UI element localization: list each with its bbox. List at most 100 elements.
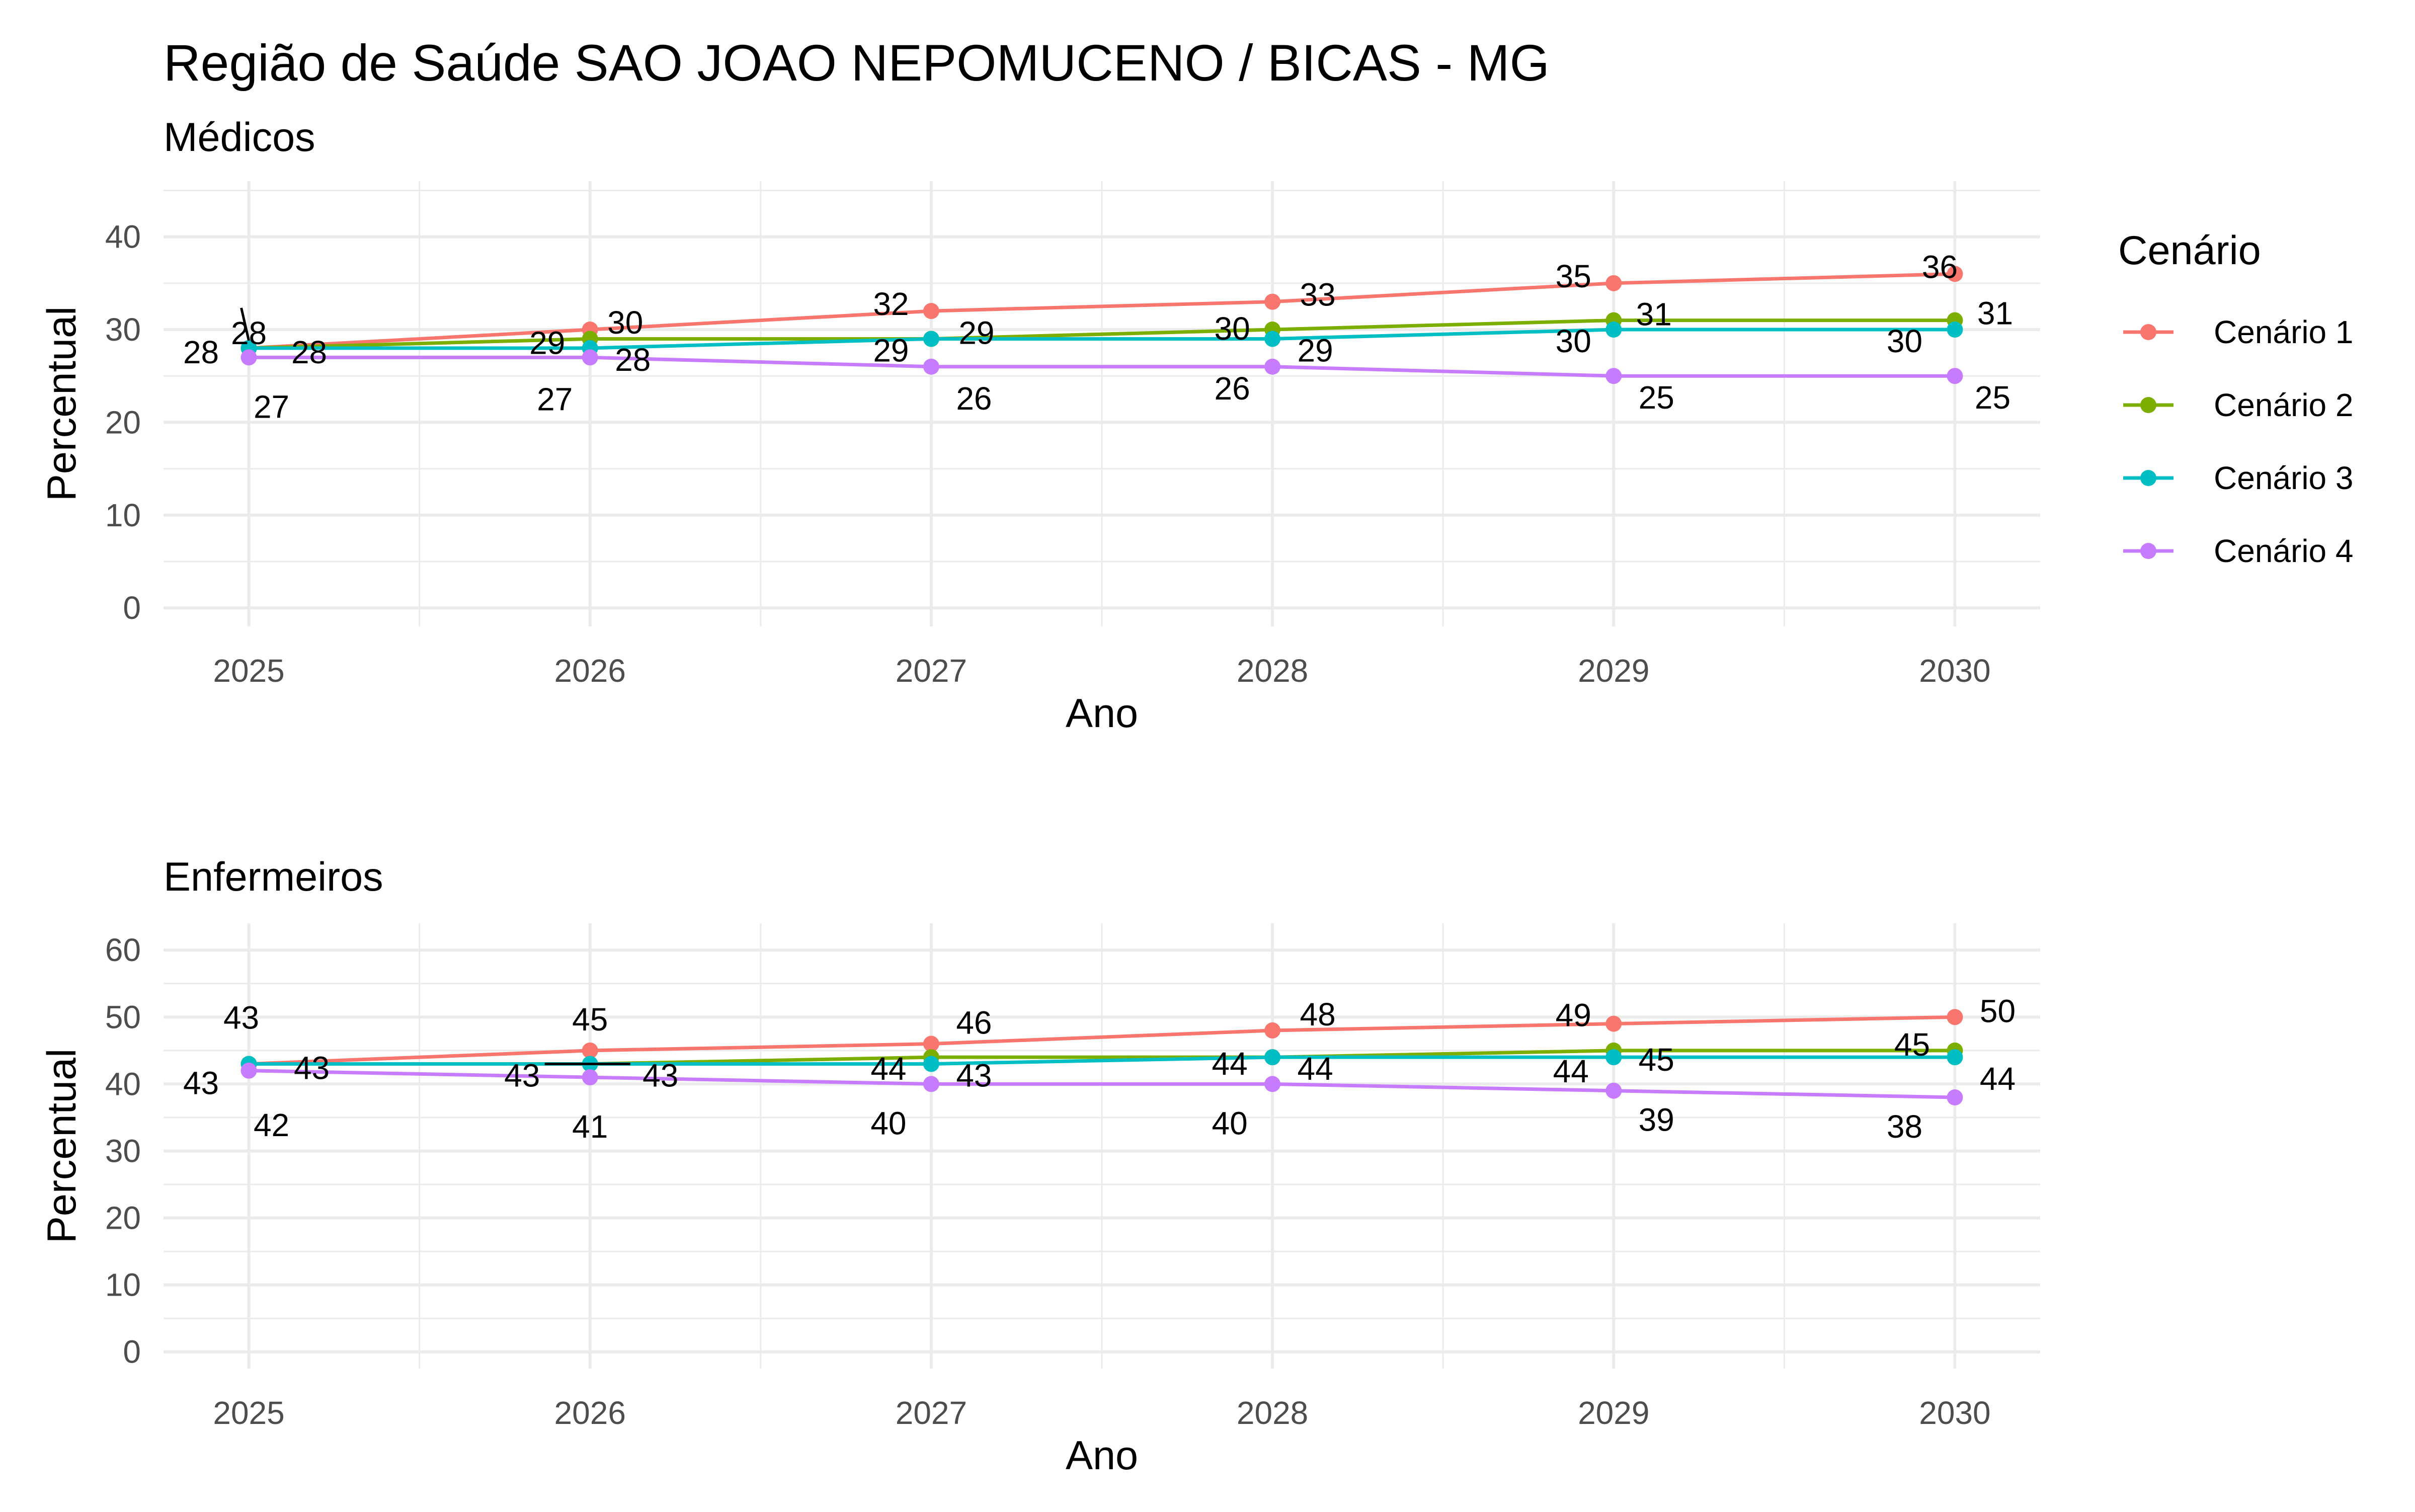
data-point [582, 1069, 598, 1086]
data-label: 31 [1636, 296, 1672, 333]
data-point [923, 1076, 939, 1092]
data-point [582, 349, 598, 366]
data-label: 43 [294, 1050, 330, 1086]
series-line [249, 319, 1955, 350]
data-label: 26 [1214, 370, 1250, 407]
data-label: 40 [870, 1105, 906, 1141]
y-axis-title: Percentual [39, 306, 85, 501]
data-label: 33 [1300, 277, 1335, 313]
x-tick-label: 2027 [896, 653, 967, 689]
data-point [1947, 1089, 1963, 1106]
data-label: 27 [537, 381, 573, 417]
data-point [240, 1062, 257, 1079]
y-tick-label: 40 [105, 219, 141, 255]
data-label: 40 [1212, 1105, 1247, 1141]
data-point [1264, 293, 1281, 310]
data-point [1264, 1076, 1281, 1092]
series-line [249, 328, 1955, 350]
y-tick-label: 30 [105, 311, 141, 348]
data-point [923, 1056, 939, 1072]
data-label: 29 [1297, 332, 1333, 368]
data-label: 41 [572, 1108, 608, 1145]
data-label: 28 [183, 334, 219, 370]
data-label: 43 [956, 1057, 992, 1093]
data-label: 36 [1922, 249, 1958, 285]
data-point [923, 358, 939, 375]
data-label: 30 [1214, 310, 1250, 347]
data-point [240, 349, 257, 366]
x-axis-title: Ano [1066, 1433, 1138, 1478]
x-tick-label: 2030 [1919, 1395, 1990, 1431]
y-tick-label: 20 [105, 404, 141, 440]
data-label: 43 [504, 1057, 540, 1093]
y-tick-label: 60 [105, 932, 141, 968]
legend-key-point [2140, 397, 2156, 413]
y-tick-label: 40 [105, 1066, 141, 1102]
data-point [1605, 1015, 1622, 1032]
x-tick-label: 2026 [554, 1395, 626, 1431]
series-line [249, 1055, 1955, 1066]
series-line [249, 1015, 1955, 1066]
y-tick-label: 30 [105, 1133, 141, 1169]
data-label: 29 [873, 332, 909, 368]
data-point [1605, 275, 1622, 291]
data-label: 45 [1639, 1042, 1674, 1078]
data-point [1264, 331, 1281, 347]
data-label: 44 [870, 1051, 906, 1087]
y-tick-label: 0 [123, 1334, 141, 1370]
data-point [923, 331, 939, 347]
legend-label: Cenário 3 [2214, 460, 2354, 496]
legend-key-point [2140, 324, 2156, 340]
x-tick-label: 2029 [1578, 653, 1649, 689]
data-label: 31 [1977, 295, 2013, 332]
data-label: 45 [1894, 1026, 1930, 1063]
x-tick-label: 2027 [896, 1395, 967, 1431]
data-label: 38 [1887, 1108, 1922, 1145]
legend-key-point [2140, 543, 2156, 559]
x-tick-label: 2030 [1919, 653, 1990, 689]
y-tick-label: 10 [105, 1267, 141, 1303]
legend-title: Cenário [2118, 228, 2261, 273]
series-line [249, 355, 1955, 378]
data-label: 35 [1556, 258, 1591, 294]
data-label: 26 [956, 380, 992, 417]
data-point [1947, 266, 1963, 282]
data-point [1264, 1049, 1281, 1066]
x-tick-label: 2029 [1578, 1395, 1649, 1431]
data-point [923, 303, 939, 320]
data-point [1947, 1009, 1963, 1025]
data-label: 48 [1300, 996, 1335, 1032]
y-tick-label: 0 [123, 590, 141, 626]
data-point [1605, 322, 1622, 338]
data-point [1264, 358, 1281, 375]
data-label: 44 [1553, 1053, 1589, 1089]
data-point [1605, 1082, 1622, 1099]
data-label: 50 [1980, 993, 2016, 1029]
data-label: 27 [254, 388, 289, 425]
data-label: 30 [1556, 323, 1591, 359]
chart-title: Região de Saúde SAO JOAO NEPOMUCENO / BI… [164, 34, 1550, 92]
data-label: 44 [1297, 1051, 1333, 1087]
x-axis-title: Ano [1066, 691, 1138, 736]
data-point [1264, 1022, 1281, 1039]
data-label: 42 [254, 1107, 289, 1143]
data-label: 29 [958, 314, 994, 351]
data-point [923, 1036, 939, 1052]
data-label: 32 [873, 286, 909, 322]
legend-label: Cenário 4 [2214, 533, 2354, 569]
legend-label: Cenário 2 [2214, 387, 2354, 423]
data-label: 30 [607, 304, 643, 341]
data-label: 45 [572, 1001, 608, 1038]
data-label: 28 [291, 334, 327, 370]
data-label: 28 [615, 342, 651, 378]
data-point [582, 1042, 598, 1059]
series-line [249, 272, 1955, 350]
data-point [1947, 368, 1963, 384]
label-leader-line [240, 307, 250, 341]
data-label: 44 [1980, 1061, 2016, 1097]
data-label: 43 [223, 999, 259, 1036]
